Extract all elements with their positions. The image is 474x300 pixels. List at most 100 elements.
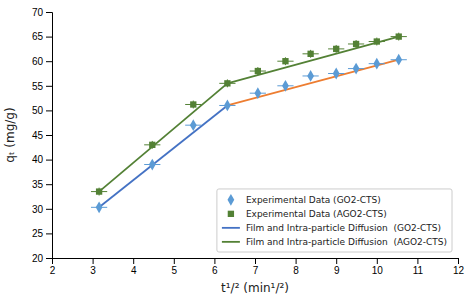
tick: 3 <box>90 258 96 276</box>
data-point <box>224 100 231 112</box>
tick-label: 65 <box>32 31 44 42</box>
axis-line <box>46 13 53 259</box>
data-point <box>149 159 156 171</box>
fit-line <box>99 83 227 191</box>
legend-item: Experimental Data (AGO2-CTS) <box>228 209 387 219</box>
data-point <box>374 38 380 44</box>
legend-label: Film and Intra-particle Diffusion (GO2-C… <box>246 223 441 233</box>
data-point <box>353 41 359 47</box>
tick-mark <box>46 110 52 111</box>
data-point <box>307 51 313 57</box>
legend-label: Experimental Data (GO2-CTS) <box>246 195 381 205</box>
tick: 50 <box>32 105 52 116</box>
tick-label: 8 <box>293 265 299 276</box>
tick-mark <box>133 258 134 264</box>
tick-label: 25 <box>32 228 44 239</box>
tick-label: 50 <box>32 105 44 116</box>
legend-label: Experimental Data (AGO2-CTS) <box>246 209 387 219</box>
tick: 5 <box>172 258 178 276</box>
legend-swatch <box>228 211 234 217</box>
tick-label: 9 <box>334 265 340 276</box>
chart: 234567891011122025303540455055606570Expe… <box>0 0 474 300</box>
data-point <box>254 87 261 99</box>
tick: 10 <box>372 258 384 276</box>
tick-mark <box>336 258 337 264</box>
tick: 20 <box>32 253 52 264</box>
data-point <box>282 58 288 64</box>
tick-label: 7 <box>253 265 259 276</box>
tick: 4 <box>131 258 137 276</box>
tick: 25 <box>32 228 52 239</box>
legend-swatch <box>222 241 240 243</box>
tick: 2 <box>50 258 56 276</box>
tick-mark <box>46 258 52 259</box>
data-point <box>96 201 103 213</box>
tick-label: 3 <box>90 265 96 276</box>
tick: 30 <box>32 204 52 215</box>
tick: 6 <box>212 258 218 276</box>
tick: 9 <box>334 258 340 276</box>
tick: 65 <box>32 31 52 42</box>
tick-mark <box>46 86 52 87</box>
data-point <box>333 68 340 80</box>
plot: 234567891011122025303540455055606570Expe… <box>32 7 465 276</box>
legend-label: Film and Intra-particle Diffusion (AGO2-… <box>246 237 447 247</box>
data-point <box>373 58 380 70</box>
fit-line <box>227 60 398 106</box>
tick-mark <box>46 209 52 210</box>
x-axis: 2 3 4 5 6 7 8 9 10 11 12 <box>50 258 465 276</box>
tick-label: 20 <box>32 253 44 264</box>
tick-mark <box>46 160 52 161</box>
axis-line <box>53 259 459 265</box>
legend-items: Experimental Data (GO2-CTS) Experimental … <box>222 194 447 247</box>
tick-label: 11 <box>413 265 424 276</box>
tick-label: 70 <box>32 7 44 18</box>
tick-label: 10 <box>372 265 384 276</box>
tick-label: 5 <box>172 265 178 276</box>
tick-mark <box>46 135 52 136</box>
data-point <box>149 142 155 148</box>
tick-mark <box>214 258 215 264</box>
data-point <box>396 33 402 39</box>
x-axis-title: t¹/² (min¹/²) <box>221 281 289 295</box>
tick: 12 <box>453 258 465 276</box>
data-point <box>282 80 289 92</box>
tick-label: 60 <box>32 56 44 67</box>
legend-item: Experimental Data (GO2-CTS) <box>227 194 380 206</box>
tick-label: 45 <box>32 130 44 141</box>
tick-mark <box>417 258 418 264</box>
tick-mark <box>46 61 52 62</box>
tick: 11 <box>413 258 424 276</box>
legend-item: Film and Intra-particle Diffusion (AGO2-… <box>222 237 447 247</box>
tick-label: 35 <box>32 179 44 190</box>
tick-label: 2 <box>50 265 56 276</box>
tick-label: 30 <box>32 204 44 215</box>
tick: 7 <box>253 258 259 276</box>
data-point <box>190 101 196 107</box>
tick-mark <box>46 12 52 13</box>
data-point <box>353 63 360 75</box>
tick: 45 <box>32 130 52 141</box>
data-point <box>224 80 230 86</box>
tick-mark <box>93 258 94 264</box>
tick-mark <box>174 258 175 264</box>
data-point <box>395 54 402 66</box>
tick: 70 <box>32 7 52 18</box>
tick-label: 4 <box>131 265 137 276</box>
tick-mark <box>46 184 52 185</box>
legend: Experimental Data (GO2-CTS) Experimental … <box>217 189 452 252</box>
tick-label: 55 <box>32 81 44 92</box>
tick-mark <box>458 258 459 264</box>
tick: 8 <box>293 258 299 276</box>
legend-swatch <box>227 194 234 206</box>
legend-swatch <box>222 227 240 229</box>
tick-label: 12 <box>453 265 465 276</box>
data-point <box>96 188 102 194</box>
legend-frame <box>217 189 452 252</box>
fit-line <box>227 37 398 84</box>
data-point <box>333 46 339 52</box>
tick: 35 <box>32 179 52 190</box>
tick-mark <box>255 258 256 264</box>
tick-mark <box>377 258 378 264</box>
tick-mark <box>46 37 52 38</box>
